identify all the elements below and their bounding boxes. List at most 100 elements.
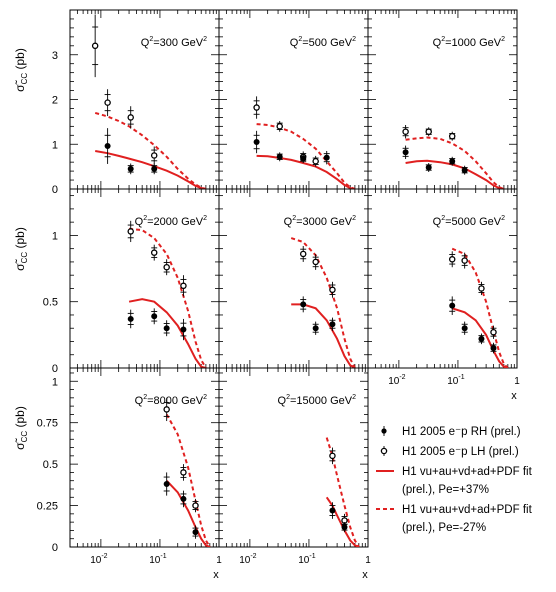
rh-data-point bbox=[425, 164, 432, 171]
lh-data-point bbox=[180, 282, 187, 290]
rh-fit-curve bbox=[128, 298, 207, 368]
label-text: =2000 GeV bbox=[147, 216, 204, 228]
lh-fit-curve bbox=[325, 437, 360, 547]
y-tick-label: 1 bbox=[52, 376, 58, 388]
y-tick-label: 3 bbox=[52, 50, 58, 62]
rh-data-point bbox=[104, 143, 111, 150]
superscript: -2 bbox=[399, 374, 405, 381]
panel-q2-1000: Q2=1000 GeV2 bbox=[367, 9, 518, 190]
superscript: 2 bbox=[149, 36, 153, 43]
legend-lh-fit-line2: (prel.), Pe=-27% bbox=[402, 522, 486, 534]
legend: H1 2005 e⁻p RH (prel.) H1 2005 e⁻p LH (pr… bbox=[376, 426, 533, 534]
label-text: =8000 GeV bbox=[147, 395, 204, 407]
rh-data-point bbox=[341, 524, 348, 531]
rh-data-point bbox=[461, 167, 468, 174]
panel-q2-2000: 0 0.5 1 Q2=2000 GeV2 bbox=[43, 188, 220, 375]
x-axis-label: x bbox=[511, 390, 517, 402]
panel-q2-label: Q2=15000 GeV2 bbox=[278, 394, 357, 407]
rh-fit-curve bbox=[451, 307, 509, 368]
lh-data-point bbox=[150, 249, 158, 256]
x-tick-label: 10-1 bbox=[149, 553, 166, 566]
label-text: =500 GeV bbox=[302, 37, 353, 49]
panel-q2-label: Q2=300 GeV2 bbox=[141, 36, 207, 49]
rh-fit-curve bbox=[291, 303, 356, 368]
superscript: -2 bbox=[250, 553, 256, 560]
y-tick-label: 0.75 bbox=[37, 418, 58, 430]
rh-fit-curve bbox=[405, 159, 505, 189]
lh-data-point bbox=[192, 502, 199, 509]
rh-data-point bbox=[300, 155, 307, 162]
panel-frame bbox=[218, 367, 369, 548]
rh-data-point bbox=[490, 345, 497, 352]
rh-data-point bbox=[180, 495, 187, 502]
lh-data-point bbox=[253, 104, 260, 111]
lh-fit-curve bbox=[451, 247, 509, 368]
rh-data-point bbox=[151, 165, 158, 172]
panel-q2-300: 0 1 2 3 Q2=300 GeV2 bbox=[52, 9, 220, 196]
label-text: =15000 GeV bbox=[290, 395, 353, 407]
lh-data-point bbox=[478, 285, 485, 292]
lh-data-point bbox=[461, 257, 468, 264]
rh-data-point bbox=[402, 149, 409, 156]
label-text: (pb) bbox=[13, 406, 27, 431]
rh-data-point bbox=[151, 313, 158, 320]
panel-q2-3000: Q2=3000 GeV2 bbox=[218, 188, 369, 369]
rh-data-point bbox=[329, 321, 336, 328]
lh-data-point bbox=[163, 263, 170, 271]
x-tick-label: 1 bbox=[216, 555, 222, 566]
label-text: (pb) bbox=[13, 227, 27, 252]
panel-q2-label: Q2=2000 GeV2 bbox=[135, 215, 207, 228]
lh-data-point bbox=[127, 228, 134, 235]
lh-fit-curve bbox=[290, 237, 356, 368]
lh-fit-curve bbox=[256, 123, 356, 189]
rh-data-point bbox=[192, 529, 199, 536]
superscript: 2 bbox=[441, 36, 445, 43]
x-tick-label: 10-1 bbox=[298, 553, 315, 566]
lh-data-point bbox=[312, 158, 319, 165]
rh-fit-curve bbox=[165, 480, 211, 547]
legend-rh-fit: H1 vu+au+vd+ad+PDF fit bbox=[402, 466, 533, 478]
label-text: =3000 GeV bbox=[296, 216, 353, 228]
lh-fit-curve bbox=[165, 413, 211, 547]
rh-data-point bbox=[276, 153, 283, 160]
panel-q2-label: Q2=1000 GeV2 bbox=[433, 36, 505, 49]
superscript: 2 bbox=[143, 394, 147, 401]
subscript: CC bbox=[20, 252, 29, 264]
x-tick-label: 10-1 bbox=[447, 374, 464, 387]
rh-data-point bbox=[180, 326, 187, 333]
superscript: 2 bbox=[203, 215, 207, 222]
rh-data-point bbox=[163, 325, 170, 332]
superscript: 2 bbox=[501, 215, 505, 222]
superscript: 2 bbox=[352, 215, 356, 222]
lh-fit-curve bbox=[94, 111, 207, 189]
legend-lh-data: H1 2005 e⁻p LH (prel.) bbox=[402, 446, 519, 458]
x-tick-label: 10-2 bbox=[239, 553, 256, 566]
rh-data-point bbox=[312, 325, 319, 332]
panel-q2-label: Q2=500 GeV2 bbox=[290, 36, 356, 49]
label-text: =300 GeV bbox=[153, 37, 204, 49]
superscript: 2 bbox=[352, 36, 356, 43]
y-tick-label: 0 bbox=[52, 363, 58, 375]
panel-q2-5000: Q2=5000 GeV2 bbox=[367, 188, 518, 369]
panel-q2-8000: 0 0.25 0.5 0.75 1 Q2=8000 GeV2 bbox=[37, 367, 220, 554]
x-axis-label: x bbox=[213, 569, 219, 581]
superscript: 2 bbox=[203, 394, 207, 401]
lh-data-point bbox=[91, 42, 99, 50]
rh-data-point bbox=[449, 158, 456, 165]
rh-data-point bbox=[163, 481, 170, 488]
lh-data-point bbox=[329, 286, 336, 294]
panel-q2-label: Q2=5000 GeV2 bbox=[433, 215, 505, 228]
lh-data-point bbox=[425, 128, 432, 135]
lh-data-point bbox=[402, 128, 409, 135]
superscript: -2 bbox=[101, 553, 107, 560]
y-tick-label: 2 bbox=[52, 95, 58, 107]
lh-data-point bbox=[163, 406, 170, 413]
superscript: 2 bbox=[203, 36, 207, 43]
y-tick-label: 1 bbox=[52, 230, 58, 242]
lh-data-point bbox=[299, 250, 307, 258]
rh-fit-curve bbox=[95, 150, 207, 189]
lh-data-point bbox=[180, 469, 187, 476]
lh-data-point bbox=[490, 328, 497, 336]
